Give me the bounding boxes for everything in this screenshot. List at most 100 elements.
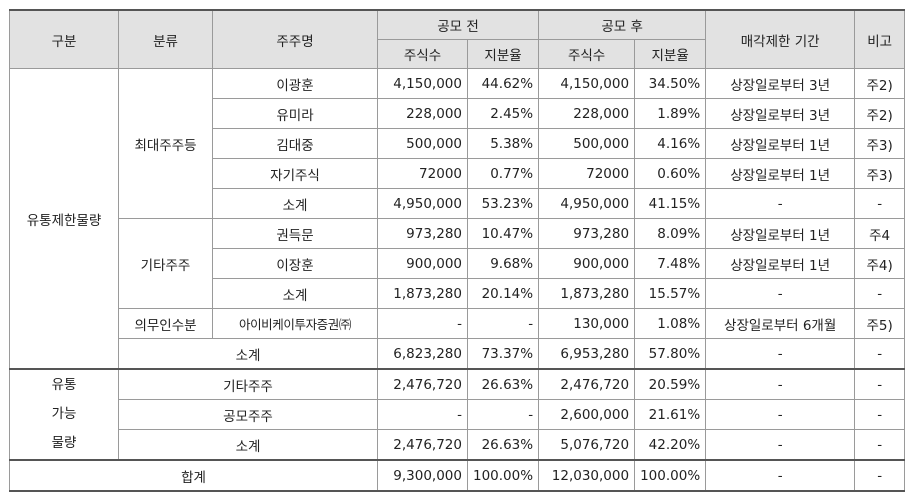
shareholder-name: 권득문 — [212, 218, 378, 249]
pre-shares: 973,280 — [377, 218, 468, 249]
shareholder-name: 김대중 — [212, 128, 378, 159]
total-label: 합계 — [9, 459, 378, 492]
header-gubun: 구분 — [9, 9, 119, 69]
header-note: 비고 — [854, 9, 906, 69]
subtotal-label: 소계 — [118, 429, 378, 461]
subtotal-label: 소계 — [212, 278, 378, 309]
post-ratio: 21.61% — [634, 399, 707, 430]
post-ratio: 20.59% — [634, 368, 707, 400]
header-pre-shares: 주식수 — [377, 39, 468, 69]
category-other-shareholders: 기타주주 — [118, 218, 213, 309]
post-shares: 900,000 — [538, 248, 636, 279]
pre-shares: - — [377, 308, 468, 339]
pre-ratio: 10.47% — [466, 218, 540, 249]
note: - — [854, 338, 906, 370]
lockup-period: 상장일로부터 1년 — [705, 158, 856, 189]
table-row: 소계 1,873,280 20.14% 1,873,280 15.57% - - — [10, 278, 906, 309]
table-row: 유미라 228,000 2.45% 228,000 1.89% 상장일로부터 3… — [10, 98, 906, 129]
table-row: 소계 6,823,280 73.37% 6,953,280 57.80% - - — [10, 338, 906, 370]
header-row-top: 구분 분류 주주명 공모 전 공모 후 매각제한 기간 비고 — [9, 9, 906, 69]
note: 주3) — [854, 128, 906, 159]
pre-shares: 1,873,280 — [377, 278, 468, 309]
lockup-period: - — [705, 459, 856, 492]
table-row: 유통제한물량 최대주주등 이광훈 4,150,000 44.62% 4,150,… — [9, 68, 906, 370]
pre-shares: 4,950,000 — [377, 188, 468, 219]
table-row: 기타주주 권득문 973,280 10.47% 973,280 8.09% 상장… — [10, 218, 906, 309]
pre-ratio: 73.37% — [466, 338, 540, 370]
pre-shares: 228,000 — [377, 98, 468, 129]
pre-shares: 4,150,000 — [377, 68, 468, 99]
post-ratio: 57.80% — [634, 338, 707, 370]
note: 주5) — [854, 308, 906, 339]
post-ratio: 34.50% — [634, 68, 707, 99]
table-row: 유통 가능 물량 기타주주 2,476,720 26.63% 2,476,720… — [9, 368, 906, 461]
post-shares: 228,000 — [538, 98, 636, 129]
note: 주2) — [854, 98, 906, 129]
table-row: 김대중 500,000 5.38% 500,000 4.16% 상장일로부터 1… — [10, 128, 906, 159]
post-shares: 4,950,000 — [538, 188, 636, 219]
pre-shares: 2,476,720 — [377, 368, 468, 400]
shareholder-name: 이장훈 — [212, 248, 378, 279]
group-tradable-line: 유통 — [51, 377, 77, 393]
shareholder-lockup-table-container: 구분 분류 주주명 공모 전 공모 후 매각제한 기간 비고 주식수 지분율 주… — [9, 9, 906, 492]
header-before-ipo: 공모 전 — [376, 9, 540, 40]
header-lockup-period: 매각제한 기간 — [705, 9, 856, 69]
pre-shares: - — [377, 399, 468, 430]
header-row-sub: 주식수 지분율 주식수 지분율 — [10, 39, 905, 69]
pre-ratio: 26.63% — [466, 368, 540, 400]
post-shares: 1,873,280 — [538, 278, 636, 309]
note: 주4 — [854, 218, 906, 249]
note: - — [854, 459, 906, 492]
note: - — [854, 278, 906, 309]
pre-shares: 500,000 — [377, 128, 468, 159]
note: 주4) — [854, 248, 906, 279]
header-bunryu: 분류 — [118, 9, 213, 69]
shareholder-lockup-table: 구분 분류 주주명 공모 전 공모 후 매각제한 기간 비고 주식수 지분율 주… — [9, 9, 906, 492]
post-ratio: 100.00% — [634, 459, 707, 492]
lockup-period: 상장일로부터 3년 — [705, 98, 856, 129]
post-ratio: 7.48% — [634, 248, 707, 279]
category-mandatory-underwriting: 의무인수분 — [118, 308, 213, 339]
table-row: 이장훈 900,000 9.68% 900,000 7.48% 상장일로부터 1… — [10, 248, 906, 279]
pre-ratio: 0.77% — [466, 158, 540, 189]
note: 주3) — [854, 158, 906, 189]
pre-shares: 2,476,720 — [377, 429, 468, 461]
pre-shares: 6,823,280 — [377, 338, 468, 370]
shareholder-name: 유미라 — [212, 98, 378, 129]
shareholder-name: 자기주식 — [212, 158, 378, 189]
post-shares: 6,953,280 — [538, 338, 636, 370]
pre-shares: 900,000 — [377, 248, 468, 279]
group-tradable: 유통 가능 물량 — [9, 368, 119, 461]
shareholder-name: 아이비케이투자증권㈜ — [212, 308, 378, 339]
note: 주2) — [854, 68, 906, 99]
group-tradable-line: 물량 — [51, 435, 77, 451]
group-tradable-line: 가능 — [51, 406, 77, 422]
pre-ratio: 100.00% — [466, 459, 540, 492]
lockup-period: - — [705, 278, 856, 309]
post-ratio: 1.08% — [634, 308, 707, 339]
table-row-total: 합계 9,300,000 100.00% 12,030,000 100.00% … — [9, 459, 906, 492]
table-row: 자기주식 72000 0.77% 72000 0.60% 상장일로부터 1년 주… — [10, 158, 906, 189]
pre-ratio: - — [466, 308, 540, 339]
post-ratio: 0.60% — [634, 158, 707, 189]
subtotal-label: 소계 — [118, 338, 378, 370]
lockup-period: 상장일로부터 6개월 — [705, 308, 856, 339]
note: - — [854, 399, 906, 430]
pre-ratio: - — [466, 399, 540, 430]
shareholder-name: 이광훈 — [212, 68, 378, 99]
pre-ratio: 9.68% — [466, 248, 540, 279]
post-shares: 130,000 — [538, 308, 636, 339]
post-ratio: 15.57% — [634, 278, 707, 309]
post-ratio: 41.15% — [634, 188, 707, 219]
lockup-period: 상장일로부터 1년 — [705, 218, 856, 249]
table-row: 공모주주 - - 2,600,000 21.61% - - — [10, 399, 906, 430]
lockup-period: - — [705, 368, 856, 400]
table-row: 소계 2,476,720 26.63% 5,076,720 42.20% - - — [10, 429, 906, 461]
post-ratio: 42.20% — [634, 429, 707, 461]
pre-shares: 9,300,000 — [377, 459, 468, 492]
header-shareholder-name: 주주명 — [212, 9, 378, 69]
lockup-period: - — [705, 338, 856, 370]
lockup-period: 상장일로부터 1년 — [705, 128, 856, 159]
header-pre-ratio: 지분율 — [466, 39, 540, 69]
post-shares: 2,600,000 — [538, 399, 636, 430]
